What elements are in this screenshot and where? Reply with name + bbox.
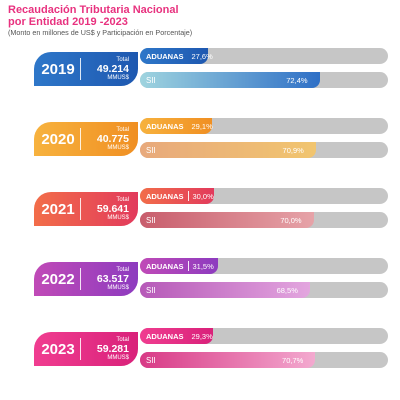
data-label: 29,3%: [191, 331, 213, 341]
total-label: Total: [116, 126, 129, 133]
total-unit: MMUS$: [107, 74, 129, 81]
badge-divider: [80, 268, 81, 290]
total-label: Total: [116, 266, 129, 273]
series-label: SII: [146, 145, 156, 155]
total-value: 49.214: [96, 62, 129, 75]
aduanas-bar-2022: ADUANAS 31,5%: [140, 258, 219, 274]
total-value: 59.641: [96, 202, 129, 215]
series-label: ADUANAS: [146, 191, 184, 201]
series-label: ADUANAS: [146, 331, 184, 341]
total-block: Total 40.775 MMUS$: [81, 126, 138, 153]
year-badge-2022: 2022 Total 63.517 MMUS$: [34, 262, 138, 296]
year-group-2022: 2022 Total 63.517 MMUS$ ADUANAS 31,5% SII 68,5%: [0, 250, 400, 310]
series-label: SII: [146, 355, 156, 365]
year-badge-2020: 2020 Total 40.775 MMUS$: [34, 122, 138, 156]
total-label: Total: [116, 336, 129, 343]
sii-bar-2022: SII 68,5%: [140, 282, 310, 298]
aduanas-bar-2020: ADUANAS 29,1%: [140, 118, 213, 134]
aduanas-bar-2023: ADUANAS 29,3%: [140, 328, 213, 344]
year-label: 2023: [41, 340, 75, 358]
series-label: SII: [146, 215, 156, 225]
data-label: 27,6%: [191, 51, 213, 61]
aduanas-track: ADUANAS 29,1%: [140, 118, 388, 134]
year-group-2020: 2020 Total 40.775 MMUS$ ADUANAS 29,1% SII 70,9%: [0, 110, 400, 170]
bar-divider: [187, 261, 189, 271]
sii-track: SII 68,5%: [140, 282, 388, 298]
data-label: 30,0%: [192, 191, 214, 201]
data-label: 29,1%: [191, 121, 213, 131]
chart-subtitle: (Monto en millones de US$ y Participació…: [8, 28, 193, 37]
total-block: Total 59.641 MMUS$: [81, 196, 138, 223]
data-label: 70,0%: [280, 215, 302, 225]
total-value: 40.775: [96, 132, 129, 145]
badge-divider: [80, 128, 81, 150]
year-badge-2019: 2019 Total 49.214 MMUS$: [34, 52, 138, 86]
year-badge-2021: 2021 Total 59.641 MMUS$: [34, 192, 138, 226]
sii-track: SII 70,0%: [140, 212, 388, 228]
series-label: ADUANAS: [146, 51, 184, 61]
chart-title: Recaudación Tributaria Nacional por Enti…: [8, 4, 179, 28]
year-group-2023: 2023 Total 59.281 MMUS$ ADUANAS 29,3% SII 70,7%: [0, 320, 400, 380]
badge-divider: [80, 198, 81, 220]
aduanas-track: ADUANAS 30,0%: [140, 188, 388, 204]
aduanas-track: ADUANAS 31,5%: [140, 258, 388, 274]
badge-divider: [80, 58, 81, 80]
sii-bar-2021: SII 70,0%: [140, 212, 314, 228]
total-label: Total: [116, 196, 129, 203]
series-label: ADUANAS: [146, 261, 184, 271]
aduanas-track: ADUANAS 29,3%: [140, 328, 388, 344]
sii-track: SII 70,9%: [140, 142, 388, 158]
sii-track: SII 70,7%: [140, 352, 388, 368]
bar-divider: [187, 191, 189, 201]
total-unit: MMUS$: [107, 284, 129, 291]
year-label: 2019: [41, 60, 75, 78]
aduanas-bar-2021: ADUANAS 30,0%: [140, 188, 215, 204]
series-label: SII: [146, 285, 156, 295]
total-unit: MMUS$: [107, 214, 129, 221]
aduanas-bar-2019: ADUANAS 27,6%: [140, 48, 213, 64]
total-value: 63.517: [96, 272, 129, 285]
total-block: Total 63.517 MMUS$: [81, 266, 138, 293]
sii-bar-2023: SII 70,7%: [140, 352, 316, 368]
year-label: 2022: [41, 270, 75, 288]
chart-title-line2: por Entidad 2019 -2023: [8, 16, 128, 28]
total-block: Total 49.214 MMUS$: [81, 56, 138, 83]
total-label: Total: [116, 56, 129, 63]
year-group-2021: 2021 Total 59.641 MMUS$ ADUANAS 30,0% SII 70,0%: [0, 180, 400, 240]
data-label: 70,9%: [282, 145, 304, 155]
total-block: Total 59.281 MMUS$: [81, 336, 138, 363]
year-badge-2023: 2023 Total 59.281 MMUS$: [34, 332, 138, 366]
data-label: 72,4%: [286, 75, 308, 85]
sii-track: SII 72,4%: [140, 72, 388, 88]
sii-bar-2020: SII 70,9%: [140, 142, 316, 158]
year-label: 2021: [41, 200, 75, 218]
year-group-2019: 2019 Total 49.214 MMUS$ ADUANAS 27,6% SII 72,4%: [0, 40, 400, 100]
data-label: 68,5%: [276, 285, 298, 295]
badge-divider: [80, 338, 81, 360]
data-label: 70,7%: [282, 355, 304, 365]
sii-bar-2019: SII 72,4%: [140, 72, 320, 88]
chart-title-line1: Recaudación Tributaria Nacional: [8, 4, 179, 16]
total-unit: MMUS$: [107, 354, 129, 361]
year-label: 2020: [41, 130, 75, 148]
series-label: ADUANAS: [146, 121, 184, 131]
total-unit: MMUS$: [107, 144, 129, 151]
total-value: 59.281: [96, 342, 129, 355]
series-label: SII: [146, 75, 156, 85]
data-label: 31,5%: [192, 261, 214, 271]
aduanas-track: ADUANAS 27,6%: [140, 48, 388, 64]
